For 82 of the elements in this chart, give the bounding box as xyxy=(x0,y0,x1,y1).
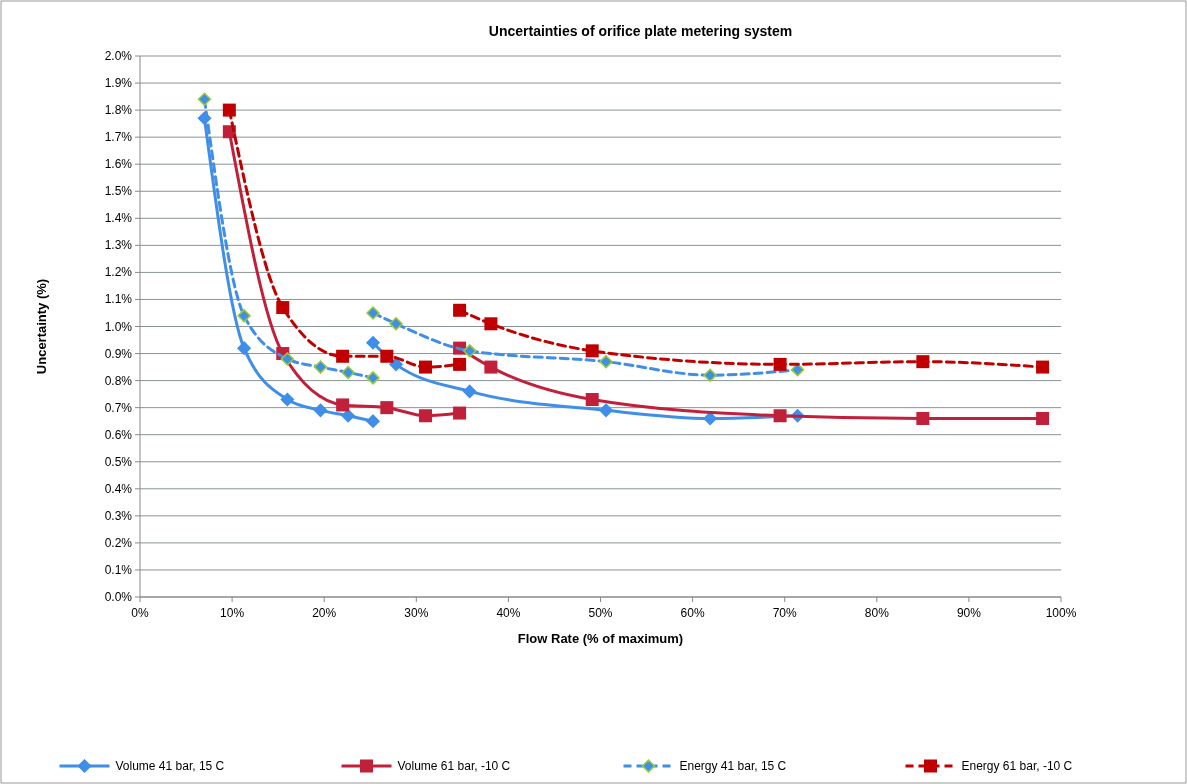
y-tick-label: 1.8% xyxy=(104,103,133,118)
point xyxy=(341,409,355,423)
x-tick-label: 80% xyxy=(864,606,890,620)
point xyxy=(599,403,613,418)
point xyxy=(313,360,328,374)
point xyxy=(222,103,236,117)
y-tick-label: 0.8% xyxy=(104,373,133,388)
point xyxy=(313,403,328,418)
y-tick-label: 1.3% xyxy=(104,238,133,253)
y-tick-label: 1.0% xyxy=(104,319,133,334)
x-tick-label: 60% xyxy=(680,606,705,620)
y-tick-label: 0.1% xyxy=(104,562,133,577)
y-tick-label: 0.4% xyxy=(104,481,133,496)
point xyxy=(790,363,805,377)
x-tick-label: 30% xyxy=(404,606,429,620)
point xyxy=(484,360,498,374)
point xyxy=(280,392,295,407)
point xyxy=(380,349,394,363)
y-tick-label: 2.0% xyxy=(104,49,133,63)
point xyxy=(336,349,350,363)
point xyxy=(773,409,787,423)
point xyxy=(366,306,380,320)
y-tick-label: 0.3% xyxy=(104,508,133,523)
y-tick-label: 0.0% xyxy=(104,590,133,604)
x-tick-label: 100% xyxy=(1045,606,1077,620)
y-tick-label: 0.6% xyxy=(104,427,133,442)
y-tick-label: 0.2% xyxy=(104,535,133,550)
point xyxy=(1036,411,1050,425)
legend-label: Volume 61 bar, -10 C xyxy=(397,759,511,773)
y-tick-label: 1.6% xyxy=(104,157,133,172)
y-tick-label: 0.9% xyxy=(104,346,133,361)
y-axis-title: Uncertainty (%) xyxy=(34,278,49,375)
point xyxy=(341,365,355,380)
legend-label: Volume 41 bar, 15 C xyxy=(115,759,225,773)
point xyxy=(419,360,433,374)
point xyxy=(197,92,212,107)
y-tick-label: 1.9% xyxy=(104,76,133,91)
x-tick-label: 40% xyxy=(496,606,521,620)
y-tick-label: 1.4% xyxy=(104,211,133,226)
x-tick-label: 50% xyxy=(588,606,613,620)
point xyxy=(585,393,599,407)
y-tick-label: 1.5% xyxy=(104,184,133,199)
y-tick-label: 0.7% xyxy=(104,400,133,415)
point xyxy=(453,303,467,317)
y-tick-label: 0.5% xyxy=(104,454,133,469)
point xyxy=(366,414,380,428)
point xyxy=(237,308,251,323)
x-tick-label: 0% xyxy=(131,606,149,620)
point xyxy=(366,335,380,350)
point xyxy=(599,354,613,369)
point xyxy=(389,357,403,372)
point xyxy=(276,301,290,315)
x-axis-title: Flow Rate (% of maximum) xyxy=(517,631,684,646)
y-tick-label: 1.2% xyxy=(104,265,133,280)
point xyxy=(366,371,380,385)
point xyxy=(916,355,930,369)
y-tick-label: 1.1% xyxy=(104,292,133,307)
y-tick-label: 1.7% xyxy=(104,130,133,145)
x-tick-label: 10% xyxy=(220,606,245,620)
point xyxy=(453,357,467,371)
point xyxy=(773,357,787,371)
point xyxy=(1036,360,1050,374)
point xyxy=(419,409,433,423)
legend-label: Energy 41 bar, 15 C xyxy=(679,759,787,773)
point xyxy=(916,411,930,425)
point xyxy=(389,317,403,331)
x-tick-label: 90% xyxy=(956,606,982,620)
point xyxy=(585,344,599,358)
legend-label: Energy 61 bar, -10 C xyxy=(961,759,1073,773)
point xyxy=(453,406,467,420)
x-tick-label: 20% xyxy=(312,606,337,620)
point xyxy=(703,368,717,382)
point xyxy=(380,401,394,415)
x-tick-label: 70% xyxy=(772,606,798,620)
point xyxy=(462,384,477,399)
chart-title: Uncertainties of orifice plate metering system xyxy=(488,23,793,39)
point xyxy=(484,317,498,331)
point xyxy=(336,398,350,412)
point xyxy=(280,352,295,366)
point xyxy=(462,344,477,358)
point xyxy=(237,341,251,355)
point xyxy=(703,411,717,426)
